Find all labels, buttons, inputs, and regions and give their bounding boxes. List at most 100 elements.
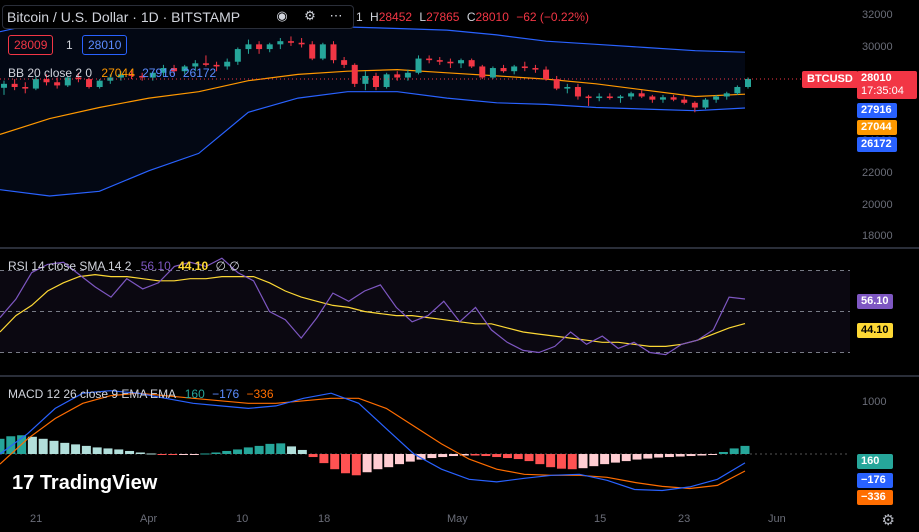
- macd-histogram-bar: [233, 449, 243, 454]
- macd-histogram-bar: [718, 451, 728, 454]
- rsi-legend-value: 56.10: [140, 259, 171, 273]
- candle-body: [171, 68, 178, 72]
- ohlc-high-value: 28452: [378, 10, 413, 24]
- symbol-title[interactable]: Bitcoin / U.S. Dollar · 1D · BITSTAMP: [7, 9, 241, 25]
- ohlc-close-label: C: [466, 10, 476, 24]
- macd-legend[interactable]: MACD 12 26 close 9 EMA EMA 160 −176 −336: [8, 387, 274, 401]
- macd-histogram-bar: [448, 454, 458, 457]
- macd-histogram-bar: [427, 454, 437, 459]
- candle-body: [11, 83, 18, 87]
- candle-body: [54, 82, 61, 86]
- ohlc-low-label: L: [419, 10, 427, 24]
- candle-body: [617, 96, 624, 99]
- macd-histogram-bar: [502, 454, 512, 459]
- candle-body: [22, 87, 29, 89]
- candle-body: [468, 60, 475, 67]
- symbol-title-box[interactable]: [2, 5, 354, 29]
- macd-histogram-bar: [330, 454, 340, 470]
- macd-signal-tag: −336: [857, 490, 893, 505]
- macd-histogram-bar: [341, 454, 351, 474]
- candle-body: [394, 74, 401, 78]
- macd-histogram-bar: [351, 454, 361, 476]
- macd-histogram-bar: [254, 445, 264, 454]
- candle-body: [489, 68, 496, 78]
- candle-body: [553, 79, 560, 89]
- macd-histogram-bar: [578, 454, 588, 469]
- candle-body: [659, 97, 666, 100]
- candle-body: [256, 44, 263, 50]
- bb-upper-value: 27916: [142, 66, 176, 80]
- bb-lower-tag: 26172: [857, 137, 897, 152]
- macd-histogram-bar: [459, 454, 469, 456]
- bb-basis-value: 27044: [101, 66, 135, 80]
- candle-body: [362, 75, 369, 84]
- time-axis-label: Apr: [140, 513, 158, 525]
- price-axis-label: 20000: [862, 199, 893, 211]
- time-axis-label: May: [447, 513, 468, 525]
- macd-legend-hist: 160: [184, 387, 205, 401]
- pane-separator-rsi[interactable]: [0, 247, 919, 249]
- candle-body: [330, 44, 337, 61]
- macd-hist-tag: 160: [857, 454, 893, 469]
- macd-histogram-bar: [643, 454, 653, 459]
- candle-body: [202, 63, 209, 65]
- macd-histogram-bar: [146, 453, 156, 455]
- candle-body: [1, 83, 7, 88]
- tradingview-logo-icon: 17: [12, 472, 40, 494]
- macd-histogram-bar: [27, 436, 37, 454]
- rsi-legend-sma: 44.10: [178, 259, 209, 273]
- candle-body: [713, 96, 720, 100]
- eye-icon[interactable]: ◉: [276, 8, 288, 23]
- macd-histogram-bar: [470, 454, 480, 456]
- candle-body: [309, 44, 316, 59]
- macd-pane: [0, 390, 850, 492]
- macd-histogram-bar: [664, 454, 674, 458]
- candle-body: [192, 63, 199, 67]
- candle-body: [458, 60, 465, 64]
- bb-basis-tag: 27044: [857, 120, 897, 135]
- bb-legend[interactable]: BB 20 close 2 0 27044 27916 26172: [8, 66, 216, 80]
- candle-body: [638, 93, 645, 97]
- macd-histogram-bar: [179, 454, 189, 455]
- macd-signal-line: [0, 392, 746, 490]
- rsi-legend[interactable]: RSI 14 close SMA 14 2 56.10 44.10 ∅ ∅: [8, 259, 240, 273]
- settings-gear-icon[interactable]: ⚙: [881, 512, 895, 529]
- time-axis-label: 10: [236, 513, 249, 525]
- pane-separator-macd[interactable]: [0, 375, 919, 377]
- candle-body: [341, 60, 348, 65]
- candle-body: [564, 87, 571, 89]
- macd-label: MACD 12 26 close 9 EMA EMA: [8, 387, 176, 401]
- macd-legend-signal: −336: [246, 387, 274, 401]
- bb-lower-value: 26172: [182, 66, 217, 80]
- settings-icon[interactable]: ⚙: [304, 8, 316, 23]
- candle-body: [585, 96, 592, 99]
- candle-body: [383, 74, 390, 87]
- tradingview-logo[interactable]: 17 TradingView: [12, 472, 157, 495]
- candle-body: [681, 99, 688, 103]
- price-axis-label: 32000: [862, 9, 893, 21]
- sell-price-button[interactable]: 28009: [8, 35, 54, 55]
- macd-histogram-bar: [114, 449, 124, 454]
- time-axis-label: 15: [594, 513, 607, 525]
- buy-price-button[interactable]: 28010: [82, 35, 128, 55]
- candle-body: [723, 93, 730, 97]
- candle-body: [574, 87, 581, 97]
- macd-line-tag: −176: [857, 473, 893, 488]
- ohlc-change: −62 (−0.22%): [516, 10, 589, 24]
- macd-histogram-bar: [49, 440, 59, 454]
- macd-histogram-bar: [600, 454, 610, 465]
- candle-body: [224, 61, 231, 67]
- rsi-sma-line: [0, 273, 746, 347]
- macd-histogram-bar: [546, 454, 556, 468]
- candle-body: [64, 77, 71, 86]
- macd-histogram-bar: [589, 454, 599, 467]
- candle-body: [479, 66, 486, 78]
- countdown-value: 17:35:04: [861, 85, 904, 97]
- candle-body: [521, 66, 528, 69]
- candle-body: [436, 60, 443, 62]
- candle-body: [139, 75, 146, 78]
- macd-histogram-bar: [373, 454, 383, 470]
- macd-histogram-bar: [71, 444, 81, 454]
- more-icon[interactable]: ⋯: [329, 8, 343, 23]
